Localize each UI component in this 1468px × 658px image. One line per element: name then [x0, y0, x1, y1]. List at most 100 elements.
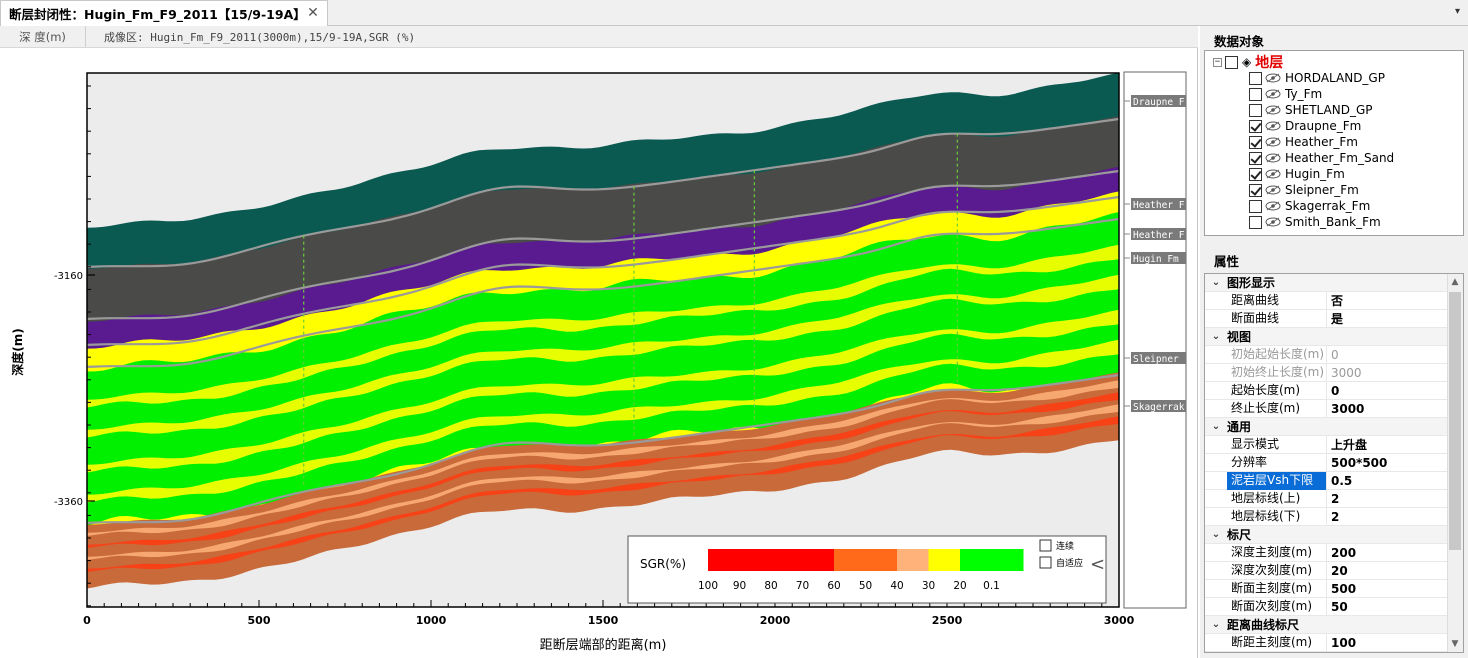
horizon-label-bg [1131, 252, 1186, 264]
adaptive-checkbox[interactable] [1039, 556, 1052, 569]
chevron-down-icon[interactable]: ⌄ [1211, 619, 1221, 630]
tree-item[interactable]: Heather_Fm_Sand [1249, 150, 1394, 166]
property-row[interactable]: 初始起始长度(m) 0 [1205, 345, 1447, 364]
property-row[interactable]: 深度次刻度(m) 20 [1205, 561, 1447, 580]
tree-item[interactable]: Draupne_Fm [1249, 118, 1361, 134]
eye-icon[interactable] [1265, 137, 1281, 147]
property-row[interactable]: 地层标线(下) 2 [1205, 507, 1447, 526]
tree-item[interactable]: Sleipner_Fm [1249, 182, 1359, 198]
chevron-down-icon[interactable]: ⌄ [1211, 331, 1221, 342]
continuous-checkbox-label: 连续 [1056, 540, 1074, 552]
property-value[interactable]: 否 [1331, 294, 1344, 308]
property-value[interactable]: 3000 [1331, 401, 1365, 416]
property-name: 终止长度(m) [1205, 399, 1327, 418]
continuous-checkbox[interactable] [1039, 539, 1052, 552]
tree-item[interactable]: SHETLAND_GP [1249, 102, 1372, 118]
layer-checkbox[interactable] [1249, 167, 1262, 181]
eye-icon[interactable] [1265, 185, 1281, 195]
scroll-up-icon[interactable]: ▲ [1451, 277, 1459, 287]
eye-icon[interactable] [1265, 89, 1281, 99]
property-category[interactable]: ⌄ 视图 [1205, 328, 1447, 346]
eye-icon[interactable] [1265, 201, 1281, 211]
tree-item[interactable]: Heather_Fm [1249, 134, 1358, 150]
property-value[interactable]: 50 [1331, 599, 1348, 614]
tab-list-dropdown-icon[interactable]: ▾ [1454, 6, 1460, 17]
property-grid[interactable]: ⌄ 图形显示 距离曲线否断面曲线是 ⌄ 视图 初始起始长度(m) 0 初始终止长度(m) 300… [1204, 273, 1464, 653]
tree-item[interactable]: Hugin_Fm [1249, 166, 1345, 182]
layer-checkbox[interactable] [1249, 119, 1262, 133]
property-category[interactable]: ⌄ 标尺 [1205, 526, 1447, 544]
property-value[interactable]: 是 [1331, 312, 1344, 326]
property-value[interactable]: 200 [1331, 545, 1357, 560]
property-value[interactable]: 500 [1331, 581, 1357, 596]
property-category[interactable]: ⌄ 通用 [1205, 418, 1447, 436]
property-scrollbar[interactable]: ▲ ▼ [1447, 274, 1463, 652]
eye-icon[interactable] [1265, 169, 1281, 179]
close-icon[interactable]: ✕ [307, 5, 319, 21]
section-view[interactable]: 深 度(m) 成像区: Hugin_Fm_F9_2011(3000m),15/9… [0, 26, 1198, 658]
horizon-label-track [1123, 71, 1187, 609]
chevron-down-icon[interactable]: ⌄ [1211, 529, 1221, 540]
data-objects-header: 数据对象 [1204, 28, 1464, 52]
eye-icon[interactable] [1265, 121, 1281, 131]
eye-icon[interactable] [1265, 73, 1281, 83]
property-value[interactable]: 2 [1331, 491, 1340, 506]
x-tick-label: 3000 [1104, 614, 1135, 627]
layer-checkbox[interactable] [1249, 87, 1262, 101]
property-row[interactable]: 距离曲线否 [1205, 291, 1447, 310]
property-value[interactable]: 上升盘 [1331, 438, 1368, 452]
property-row[interactable]: 断距主刻度(m) 100 [1205, 633, 1447, 652]
property-row[interactable]: 断面主刻度(m) 500 [1205, 579, 1447, 598]
legend-tick-label: 0.1 [983, 580, 1000, 592]
root-checkbox[interactable] [1225, 55, 1238, 69]
collapse-icon[interactable]: − [1213, 56, 1222, 67]
sgr-streak [87, 392, 1119, 548]
property-row[interactable]: 断面次刻度(m) 50 [1205, 597, 1447, 616]
tree-item[interactable]: Smith_Bank_Fm [1249, 214, 1381, 230]
tree-root[interactable]: − ◈ 地层 [1213, 54, 1283, 71]
layer-checkbox[interactable] [1249, 215, 1262, 229]
x-tick-label: 2000 [760, 614, 791, 627]
property-value[interactable]: 0.5 [1331, 473, 1353, 488]
legend-collapse-icon[interactable]: < [1090, 554, 1105, 575]
property-row[interactable]: 终止长度(m) 3000 [1205, 399, 1447, 418]
layer-checkbox[interactable] [1249, 135, 1262, 149]
property-category[interactable]: ⌄ 距离曲线标尺 [1205, 616, 1447, 634]
data-object-tree[interactable]: − ◈ 地层 HORDALAND_GP Ty_Fm SHETLAND_GP Draup… [1204, 50, 1464, 236]
property-row[interactable]: 深度主刻度(m) 200 [1205, 543, 1447, 562]
eye-icon[interactable] [1265, 153, 1281, 163]
property-value[interactable]: 2 [1331, 509, 1340, 524]
property-row[interactable]: 显示模式 上升盘 [1205, 435, 1447, 454]
property-category[interactable]: ⌄ 图形显示 [1205, 274, 1447, 292]
fault-plane-chart[interactable]: 0 500 1000 1500 2000 2500 3000 -3160 -3360 Draup… [0, 26, 1198, 658]
property-row[interactable]: 泥岩层Vsh下限 0.5 [1205, 471, 1447, 490]
scroll-down-icon[interactable]: ▼ [1451, 639, 1459, 649]
property-row[interactable]: 分辨率 500*500 [1205, 453, 1447, 472]
document-tab[interactable]: 断层封闭性：Hugin_Fm_F9_2011【15/9-19A】 ✕ [0, 0, 328, 26]
property-row[interactable]: 断面曲线是 [1205, 309, 1447, 328]
layer-checkbox[interactable] [1249, 151, 1262, 165]
property-value[interactable]: 100 [1331, 635, 1357, 650]
tree-item[interactable]: HORDALAND_GP [1249, 70, 1385, 86]
layer-checkbox[interactable] [1249, 183, 1262, 197]
eye-icon[interactable] [1265, 105, 1281, 115]
chevron-down-icon[interactable]: ⌄ [1211, 421, 1221, 432]
property-value[interactable]: 0 [1331, 347, 1339, 362]
property-value[interactable]: 500*500 [1331, 455, 1388, 470]
chevron-down-icon[interactable]: ⌄ [1211, 277, 1221, 288]
tree-item[interactable]: Skagerrak_Fm [1249, 198, 1370, 214]
horizon-label: Draupne_F [1133, 97, 1185, 108]
layer-checkbox[interactable] [1249, 103, 1262, 117]
layer-checkbox[interactable] [1249, 71, 1262, 85]
layer-checkbox[interactable] [1249, 199, 1262, 213]
property-row[interactable]: 地层标线(上) 2 [1205, 489, 1447, 508]
property-value[interactable]: 3000 [1331, 365, 1362, 380]
scroll-thumb[interactable] [1449, 292, 1461, 550]
property-value[interactable]: 20 [1331, 563, 1348, 578]
sgr-streak [87, 404, 1119, 560]
property-row[interactable]: 初始终止长度(m) 3000 [1205, 363, 1447, 382]
eye-icon[interactable] [1265, 217, 1281, 227]
tree-item[interactable]: Ty_Fm [1249, 86, 1322, 102]
property-row[interactable]: 起始长度(m) 0 [1205, 381, 1447, 400]
property-value[interactable]: 0 [1331, 383, 1340, 398]
